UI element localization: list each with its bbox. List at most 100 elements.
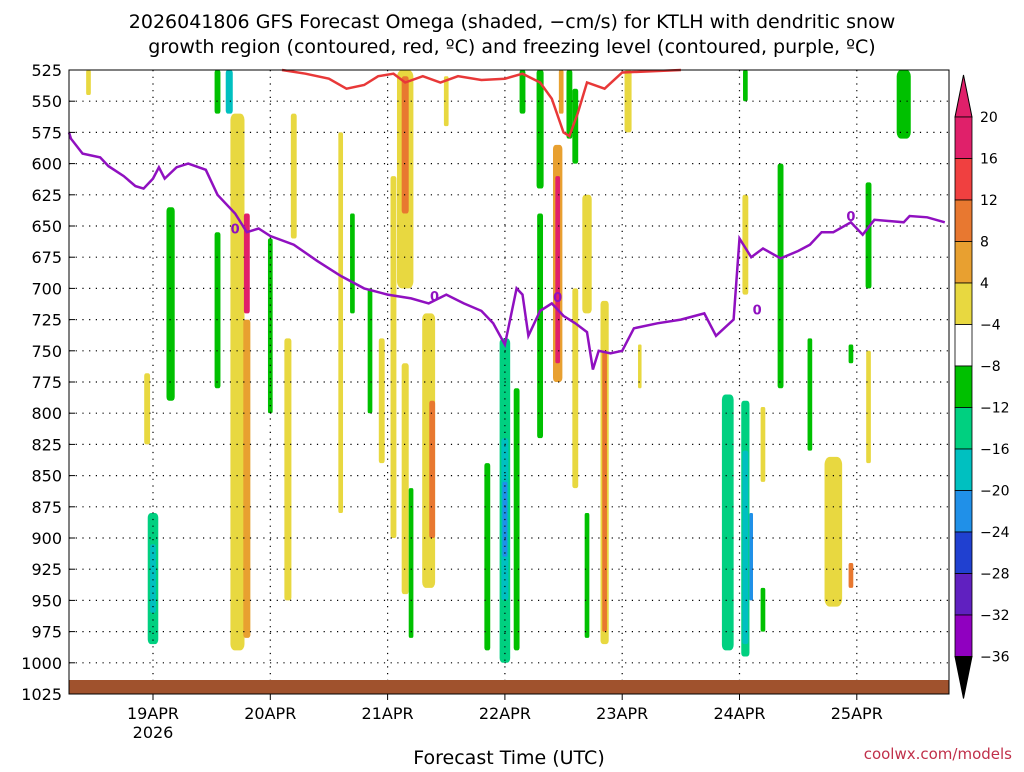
y-tick-label-975: 975 xyxy=(31,623,62,642)
colorbar-label-10: −24 xyxy=(980,525,1010,541)
y-axis: 525 550 575 600 625 650 675 700 725 750 775 800 825 8… xyxy=(21,61,75,704)
y-tick-label-800: 800 xyxy=(31,404,62,423)
colorbar-band-11 xyxy=(954,573,973,616)
omega-cell-25 xyxy=(443,76,449,127)
colorbar-label-12: −32 xyxy=(980,608,1010,624)
omega-cell-51 xyxy=(743,70,748,102)
freezing-level-line xyxy=(67,132,946,370)
y-tick-label-650: 650 xyxy=(31,217,62,236)
omega-cell-20 xyxy=(401,76,409,214)
y-tick-label-750: 750 xyxy=(31,342,62,361)
colorbar-label-8: −16 xyxy=(980,442,1010,458)
colorbar-label-0: 20 xyxy=(980,110,998,126)
omega-cell-32 xyxy=(536,70,544,189)
dgz-contour-line xyxy=(281,68,681,138)
colorbar-label-6: −8 xyxy=(980,359,1001,375)
chart-title-line2: growth region (contoured, red, ºC) and f… xyxy=(148,36,875,58)
fz-contour-label-3: 0 xyxy=(753,304,762,319)
colorbar-top-arrow xyxy=(954,74,973,118)
colorbar-band-7 xyxy=(954,407,973,450)
omega-cell-7 xyxy=(225,70,233,114)
omega-cell-18 xyxy=(390,176,397,538)
y-tick-label-875: 875 xyxy=(31,498,62,517)
omega-cell-53 xyxy=(760,587,766,632)
omega-cell-6 xyxy=(214,232,221,389)
colorbar-label-2: 12 xyxy=(980,193,998,209)
colorbar-band-4 xyxy=(954,282,973,325)
x-tick-label-25: 25APR xyxy=(831,704,883,723)
omega-cell-13 xyxy=(290,113,297,239)
omega-cell-45 xyxy=(638,344,642,389)
y-tick-label-1000: 1000 xyxy=(21,654,62,673)
y-tick-label-550: 550 xyxy=(31,92,62,111)
omega-cell-44 xyxy=(624,70,632,133)
omega-cell-59 xyxy=(866,350,871,464)
x-tick-sublabel-19: 2026 xyxy=(133,723,174,742)
omega-cell-38 xyxy=(572,288,579,489)
colorbar-band-12 xyxy=(954,614,973,657)
fz-contour-label-2: 0 xyxy=(553,291,562,306)
colorbar: 20 16 12 8 4 −4 −8 −12 −16 −20 −24 −28 −32 −36 xyxy=(954,74,1010,699)
colorbar-band-5 xyxy=(954,324,973,367)
colorbar-band-2 xyxy=(954,199,973,242)
omega-cell-52 xyxy=(760,406,766,482)
omega-cell-60 xyxy=(865,182,872,289)
y-tick-label-900: 900 xyxy=(31,529,62,548)
x-tick-label-23: 23APR xyxy=(596,704,648,723)
x-tick-label-22: 22APR xyxy=(479,704,531,723)
y-tick-label-850: 850 xyxy=(31,467,62,486)
colorbar-label-7: −12 xyxy=(980,401,1010,417)
omega-cell-26 xyxy=(484,463,491,651)
omega-cell-9 xyxy=(243,213,250,314)
colorbar-band-3 xyxy=(954,241,973,284)
colorbar-label-11: −28 xyxy=(980,567,1010,583)
y-tick-label-525: 525 xyxy=(31,61,62,80)
colorbar-band-1 xyxy=(954,158,973,201)
colorbar-label-13: −36 xyxy=(980,650,1010,666)
x-tick-label-20: 20APR xyxy=(244,704,296,723)
omega-cell-3 xyxy=(150,544,156,613)
x-tick-label-19: 19APR xyxy=(127,704,179,723)
fz-contour-label-0: 0 xyxy=(231,222,240,237)
freezing-level-labels: 0 0 0 0 0 xyxy=(231,210,856,319)
y-tick-label-625: 625 xyxy=(31,186,62,205)
y-tick-label-950: 950 xyxy=(31,591,62,610)
colorbar-band-8 xyxy=(954,448,973,491)
omega-shading xyxy=(86,70,911,663)
chart-title-line1: 2026041806 GFS Forecast Omega (shaded, −… xyxy=(129,11,895,33)
y-tick-label-825: 825 xyxy=(31,435,62,454)
colorbar-label-9: −20 xyxy=(980,484,1010,500)
y-tick-label-775: 775 xyxy=(31,373,62,392)
omega-cell-46 xyxy=(721,394,734,651)
omega-cell-24 xyxy=(429,400,436,538)
omega-cell-1 xyxy=(144,373,151,445)
colorbar-band-9 xyxy=(954,490,973,533)
omega-cell-56 xyxy=(824,456,843,607)
colorbar-label-5: −4 xyxy=(980,318,1001,334)
x-axis-title: Forecast Time (UTC) xyxy=(413,747,604,768)
fz-contour-label-1: 0 xyxy=(430,290,439,305)
credit-text: coolwx.com/models xyxy=(864,745,1012,763)
colorbar-label-4: 4 xyxy=(980,276,989,292)
omega-cell-49 xyxy=(749,513,753,601)
colorbar-bottom-arrow xyxy=(954,656,973,699)
omega-cell-5 xyxy=(214,70,221,114)
x-tick-label-21: 21APR xyxy=(362,704,414,723)
omega-cell-4 xyxy=(166,207,175,401)
colorbar-band-0 xyxy=(954,116,973,159)
omega-cell-10 xyxy=(243,319,251,638)
omega-cell-14 xyxy=(338,132,344,514)
omega-cell-15 xyxy=(350,213,355,314)
y-tick-label-1025: 1025 xyxy=(21,685,62,704)
x-tick-label-24: 24APR xyxy=(713,704,765,723)
omega-cell-12 xyxy=(284,338,292,601)
fz-contour-label-4: 0 xyxy=(846,210,855,225)
omega-cell-17 xyxy=(378,338,385,464)
y-tick-label-675: 675 xyxy=(31,248,62,267)
omega-cell-57 xyxy=(848,562,854,588)
omega-cell-55 xyxy=(807,338,813,451)
colorbar-band-10 xyxy=(954,531,973,574)
omega-cell-35 xyxy=(555,176,561,364)
